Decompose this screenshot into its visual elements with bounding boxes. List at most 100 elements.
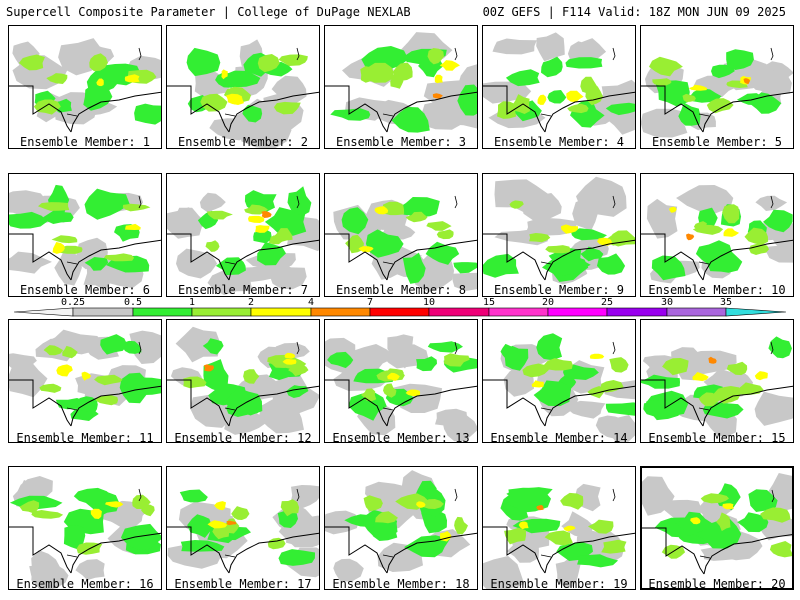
- scp-contour-fill: [242, 104, 263, 123]
- ensemble-member-label: Ensemble Member: 1: [19, 135, 151, 149]
- scp-contour-fill: [434, 74, 443, 84]
- lake-outline: [296, 47, 300, 61]
- scp-contour-fill: [571, 228, 607, 241]
- scp-contour-fill: [253, 229, 272, 244]
- mexico-border: [224, 407, 236, 411]
- scp-contour-fill: [587, 386, 605, 399]
- scp-contour-fill: [743, 78, 750, 85]
- scp-map: [167, 186, 319, 295]
- scp-contour-fill: [690, 517, 701, 525]
- gulf-coastline: [386, 239, 477, 281]
- scp-map: [325, 470, 477, 582]
- gulf-coastline: [702, 91, 793, 133]
- ensemble-member-panel[interactable]: [482, 319, 636, 443]
- ensemble-member-panel[interactable]: [482, 466, 636, 590]
- legend-tick-label: 2: [248, 297, 254, 308]
- scp-contour-fill: [277, 511, 298, 528]
- scp-map: [325, 195, 477, 293]
- scp-contour-fill: [231, 506, 250, 520]
- scp-contour-fill: [282, 358, 297, 365]
- ensemble-member-panel[interactable]: [482, 25, 636, 149]
- scp-contour-fill: [641, 108, 689, 138]
- scp-contour-fill: [207, 269, 253, 295]
- scp-contour-fill: [280, 499, 300, 517]
- lake-outline: [138, 195, 142, 209]
- ensemble-member-panel[interactable]: [324, 25, 478, 149]
- ensemble-member-panel[interactable]: [482, 173, 636, 297]
- scp-contour-fill: [287, 186, 312, 216]
- scp-contour-fill: [248, 215, 265, 223]
- state-border: [325, 233, 388, 281]
- model-run-valid-time: 00Z GEFS | F114 Valid: 18Z MON JUN 09 20…: [482, 5, 786, 19]
- ensemble-member-panel[interactable]: [640, 173, 794, 297]
- state-border: [167, 233, 230, 281]
- scp-contour-fill: [200, 93, 228, 112]
- scp-contour-fill: [90, 508, 102, 519]
- scp-contour-fill: [563, 364, 599, 380]
- scp-contour-fill: [655, 80, 690, 107]
- scp-contour-fill: [529, 233, 551, 243]
- ensemble-member-panel[interactable]: [640, 25, 794, 149]
- scp-contour-fill: [768, 336, 792, 359]
- state-border: [641, 379, 704, 427]
- scp-contour-fill: [706, 249, 743, 273]
- legend-swatch: [488, 307, 549, 317]
- state-border: [9, 85, 72, 133]
- gulf-coastline: [70, 532, 161, 574]
- scp-contour-fill: [56, 364, 73, 377]
- gulf-coastline: [228, 532, 319, 574]
- ensemble-member-panel[interactable]: [166, 25, 320, 149]
- ensemble-member-panel[interactable]: [324, 173, 478, 297]
- ensemble-member-panel[interactable]: [166, 319, 320, 443]
- ensemble-member-panel[interactable]: [8, 25, 162, 149]
- scp-contour-fill: [267, 537, 286, 550]
- scp-contour-fill: [330, 108, 371, 121]
- scp-contour-fill: [443, 353, 470, 367]
- scp-contour-fill: [404, 535, 450, 558]
- scp-contour-fill: [382, 201, 405, 216]
- scp-contour-fill: [19, 500, 40, 514]
- legend-tick-label: 30: [661, 297, 673, 308]
- ensemble-member-panel[interactable]: [640, 319, 794, 443]
- ensemble-member-panel[interactable]: [166, 466, 320, 590]
- scp-contour-fill: [349, 344, 396, 372]
- scp-contour-fill: [96, 78, 104, 87]
- scp-contour-fill: [203, 364, 214, 372]
- ensemble-member-label: Ensemble Member: 2: [177, 135, 309, 149]
- mexico-border: [698, 407, 710, 411]
- scp-contour-fill: [506, 542, 539, 563]
- ensemble-member-panel[interactable]: [324, 319, 478, 443]
- scp-contour-fill: [358, 246, 374, 253]
- scp-map: [9, 329, 161, 427]
- state-border: [9, 526, 72, 574]
- scp-contour-fill: [567, 103, 589, 114]
- scp-map: [325, 32, 477, 133]
- scp-contour-fill: [383, 383, 397, 398]
- lake-outline: [138, 47, 142, 61]
- mexico-border: [382, 407, 394, 411]
- gulf-coastline: [70, 91, 161, 133]
- ensemble-member-panel[interactable]: [640, 466, 794, 590]
- scp-contour-fill: [175, 326, 221, 363]
- scp-contour-fill: [737, 512, 769, 533]
- scp-contour-fill: [387, 372, 400, 381]
- state-border: [641, 85, 704, 133]
- ensemble-member-panel[interactable]: [324, 466, 478, 590]
- scp-contour-fill: [43, 210, 74, 224]
- scp-contour-fill: [62, 345, 78, 359]
- scp-contour-fill: [341, 207, 369, 235]
- ensemble-member-panel[interactable]: [166, 173, 320, 297]
- ensemble-member-panel[interactable]: [8, 319, 162, 443]
- ensemble-member-panel[interactable]: [8, 466, 162, 590]
- scp-contour-fill: [426, 221, 452, 231]
- scp-contour-fill: [31, 550, 62, 589]
- legend-swatch: [132, 307, 193, 317]
- scp-contour-fill: [736, 382, 764, 396]
- scp-contour-fill: [597, 253, 626, 275]
- ensemble-member-label: Ensemble Member: 7: [177, 283, 309, 297]
- scp-contour-fill: [421, 510, 447, 534]
- state-border: [483, 85, 546, 133]
- gulf-coastline: [70, 385, 161, 427]
- ensemble-member-panel[interactable]: [8, 173, 162, 297]
- scp-contour-fill: [9, 211, 48, 229]
